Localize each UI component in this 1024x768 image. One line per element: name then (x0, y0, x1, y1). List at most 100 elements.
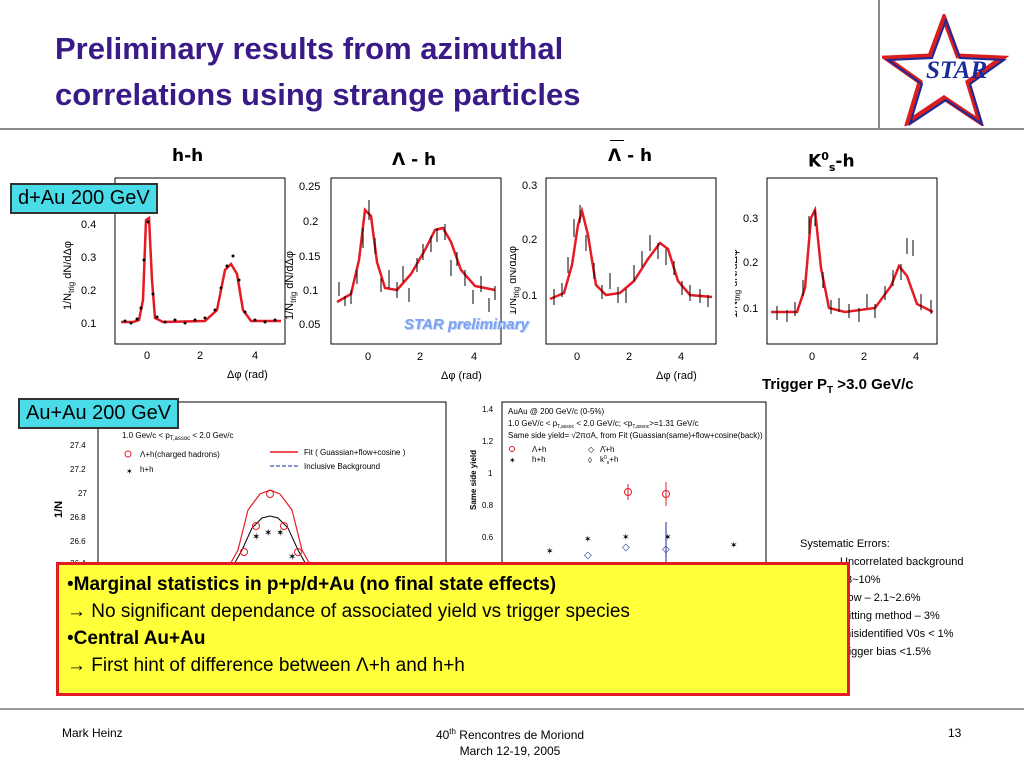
logo-divider (878, 0, 880, 130)
yield-header-3: Same side yield= √2πσA, from Fit (Guassi… (508, 431, 763, 440)
tick-x-1-1: 2 (417, 351, 423, 363)
k0s-k: K (808, 151, 822, 172)
svg-text:◇: ◇ (622, 542, 630, 553)
tick-x-0-2: 4 (252, 350, 258, 362)
tick-y-3-1: 0.2 (743, 257, 758, 269)
svg-text:1/Ntrig dN/dΔφ: 1/Ntrig dN/dΔφ (735, 249, 742, 318)
plot-label-hh: h-h (172, 146, 204, 166)
trigger-sub: T (827, 385, 834, 396)
tick-y-0-1: 0.2 (81, 285, 96, 297)
svg-text:◊: ◊ (588, 456, 592, 465)
svg-text:◇: ◇ (588, 445, 595, 454)
svg-text:1/Ntrig dN/dΔφ: 1/Ntrig dN/dΔφ (285, 251, 298, 320)
auau-y-tick-3: 26.8 (70, 513, 86, 522)
tick-x-3-1: 2 (861, 351, 867, 363)
slide-title: Preliminary results from azimuthal corre… (55, 26, 835, 118)
footer-conference: 40th Rencontres de Moriond March 12-19, … (400, 724, 620, 759)
data-points-1 (338, 200, 496, 312)
systematics-title: Systematic Errors: (800, 538, 890, 550)
systematics-item-0: Uncorrelated background (840, 556, 964, 568)
svg-text:k0s+h: k0s+h (600, 455, 618, 466)
x-axis-label-2: Δφ (rad) (656, 370, 697, 382)
yield-data-points: ✶ ✶ ✶ ✶ ✶ ◇ ◇ ◇ (546, 482, 738, 568)
same-side-yield-plot: 1.4 1.2 1 0.8 0.6 Same side yield AuAu @… (469, 401, 767, 569)
tick-x-0-1: 2 (197, 350, 203, 362)
tick-y-0-0: 0.1 (81, 318, 96, 330)
auau-y-tick-0: 27.4 (70, 441, 86, 450)
region-label-dau: d+Au 200 GeV (10, 183, 158, 214)
footer-author: Mark Heinz (62, 726, 123, 740)
tick-x-1-0: 0 (365, 351, 371, 363)
svg-text:1/Ntrig dN/dΔφ: 1/Ntrig dN/dΔφ (510, 246, 521, 315)
yield-y-tick-1: 1.2 (482, 437, 494, 446)
conf-rest: Rencontres de Moriond (455, 728, 585, 742)
svg-text:◇: ◇ (584, 550, 592, 561)
plot-panel-antilambda-h: 0.1 0.2 0.3 0 2 4 Δφ (rad) 1/Ntrig dN/dΔ… (510, 177, 717, 382)
tick-y-0-3: 0.4 (81, 219, 96, 231)
data-points-2 (553, 205, 709, 307)
trigger-pt-label: Trigger PT >3.0 GeV/c (762, 376, 914, 396)
svg-text:1/Ntrig dN/dΔφ: 1/Ntrig dN/dΔφ (62, 241, 76, 310)
auau-y-axis-label: 1/N (53, 501, 65, 518)
tick-y-3-2: 0.3 (743, 213, 758, 225)
tick-y-1-3: 0.2 (303, 216, 318, 228)
yield-y-tick-3: 0.8 (482, 501, 494, 510)
systematics-item-1: 3~10% (846, 574, 881, 586)
antilambda-text: Λ - h (608, 146, 653, 166)
yield-y-tick-2: 1 (488, 469, 493, 478)
svg-text:1.0 GeV/c < pT,assoc < 2.0 GeV: 1.0 GeV/c < pT,assoc < 2.0 GeV/c; <pT,as… (508, 419, 699, 430)
svg-text:✶: ✶ (546, 546, 554, 556)
tick-y-1-0: 0.05 (299, 319, 320, 331)
auau-y-tick-2: 27 (78, 489, 87, 498)
footer-conference-name: 40th Rencontres de Moriond (400, 724, 620, 743)
yield-y-tick-4: 0.6 (482, 533, 494, 542)
plot-panel-hh: 0.1 0.2 0.3 0.4 0 2 4 Δφ (rad) 1/Ntrig d… (62, 177, 286, 381)
k0s-h: -h (835, 151, 855, 172)
data-points-3 (776, 210, 932, 322)
conf-sup: th (449, 727, 456, 736)
yield-y-tick-0: 1.4 (482, 405, 494, 414)
title-line-2: correlations using strange particles (55, 77, 581, 112)
yield-header-1: AuAu @ 200 GeV/c (0-5%) (508, 407, 605, 416)
tick-y-1-1: 0.1 (303, 285, 318, 297)
yield-legend-hh: h+h (532, 455, 546, 464)
legend-hh: h+h (140, 465, 154, 474)
svg-text:✶: ✶ (252, 532, 260, 543)
conclusion-1-text: Marginal statistics in p+p/d+Au (no fina… (73, 574, 557, 595)
conclusions-box: •Marginal statistics in p+p/d+Au (no fin… (56, 562, 850, 696)
legend-background: Inclusive Background (304, 462, 380, 471)
logo-text: STAR (926, 57, 987, 84)
conclusion-2: → No significant dependance of associate… (67, 601, 630, 622)
tick-y-0-2: 0.3 (81, 252, 96, 264)
tick-y-1-2: 0.15 (299, 251, 320, 263)
svg-text:✶: ✶ (730, 540, 738, 550)
plot-panel-lambda-h: 0.05 0.1 0.15 0.2 0.25 0 2 4 Δφ (rad) 1/… (285, 177, 502, 382)
conf-prefix: 40 (435, 728, 450, 742)
data-points-0 (123, 220, 277, 325)
tick-x-0-0: 0 (144, 350, 150, 362)
yield-legend-lambda: Λ+h (532, 445, 546, 454)
conclusion-1: •Marginal statistics in p+p/d+Au (no fin… (67, 574, 557, 595)
trigger-suffix: >3.0 GeV/c (833, 376, 914, 393)
fit-curve-1 (336, 207, 496, 304)
svg-text:✶: ✶ (126, 467, 133, 476)
systematic-errors: Systematic Errors: Uncorrelated backgrou… (800, 535, 1020, 661)
auau-correlation-plot: 27.4 27.2 27 26.8 26.6 26.4 1/N 1.0 Gev/… (53, 401, 447, 569)
star-logo-icon: STAR (882, 14, 1010, 126)
tick-x-2-1: 2 (626, 351, 632, 363)
plot-label-k0s-h: K0s-h (808, 150, 855, 174)
svg-text:✶: ✶ (622, 532, 630, 542)
plot-label-antilambda-h: Λ - h (608, 140, 653, 166)
k0s-sub: s (828, 161, 836, 175)
x-axis-label-0: Δφ (rad) (227, 369, 268, 381)
tick-x-1-2: 4 (471, 351, 477, 363)
title-line-1: Preliminary results from azimuthal (55, 31, 564, 66)
tick-x-2-0: 0 (574, 351, 580, 363)
auau-data-points: ✶ ✶ ✶ ✶ (240, 490, 302, 563)
tick-y-2-0: 0.1 (522, 290, 537, 302)
footer-page-number: 13 (948, 726, 962, 740)
svg-text:✶: ✶ (288, 552, 296, 563)
footer-divider (0, 708, 1024, 710)
svg-text:1.0 Gev/c < pT,assoc < 2.0 Gev: 1.0 Gev/c < pT,assoc < 2.0 Gev/c (122, 431, 234, 442)
systematics-item-5: trigger bias <1.5% (842, 646, 931, 658)
